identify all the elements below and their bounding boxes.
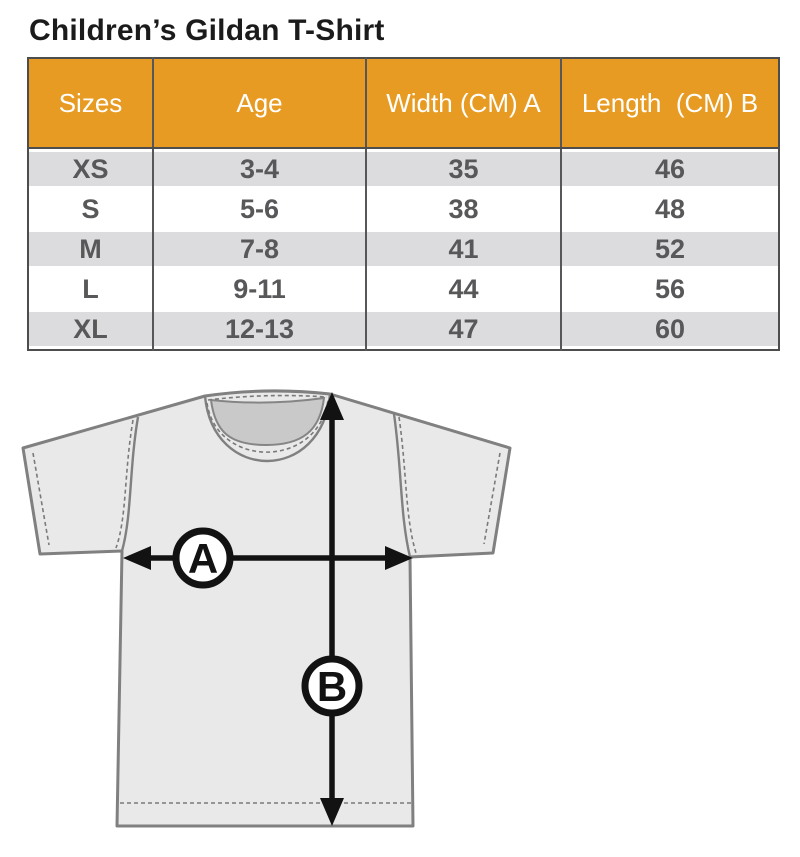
tshirt-measurement-diagram: A B bbox=[21, 389, 512, 828]
width-label-circle bbox=[172, 527, 234, 589]
length-arrow-head-bottom bbox=[320, 798, 344, 826]
cell-length: 46 bbox=[560, 148, 779, 189]
table-header-row: Sizes Age Width (CM) A Length (CM) B bbox=[28, 58, 779, 149]
cell-length: 52 bbox=[560, 229, 779, 269]
collar-opening bbox=[209, 396, 326, 447]
table-row-m: M 7-8 41 52 bbox=[28, 229, 779, 269]
column-header-sizes: Sizes bbox=[28, 58, 153, 149]
page-title: Children’s Gildan T-Shirt bbox=[29, 14, 385, 47]
collar-stitch-front bbox=[206, 399, 329, 453]
length-label-circle bbox=[301, 655, 363, 717]
table-row-s: S 5-6 38 48 bbox=[28, 189, 779, 229]
cell-length: 48 bbox=[560, 189, 779, 229]
cell-age: 3-4 bbox=[152, 148, 366, 189]
cuff-stitch-right bbox=[483, 452, 501, 545]
cell-width: 35 bbox=[365, 148, 561, 189]
cell-length: 56 bbox=[560, 269, 779, 309]
width-arrow-head-left bbox=[123, 546, 151, 570]
armhole-seam-left bbox=[120, 416, 140, 552]
cell-size: S bbox=[28, 189, 153, 229]
collar-band-edge bbox=[203, 393, 332, 463]
width-arrow-head-right bbox=[385, 546, 413, 570]
cell-size: M bbox=[28, 229, 153, 269]
column-header-length: Length (CM) B bbox=[560, 58, 779, 149]
armhole-stitch-left bbox=[115, 419, 134, 549]
size-chart-table: Sizes Age Width (CM) A Length (CM) B XS … bbox=[27, 57, 780, 351]
cell-age: 5-6 bbox=[152, 189, 366, 229]
armhole-seam-right bbox=[392, 413, 412, 558]
tshirt-body bbox=[21, 389, 512, 828]
length-arrow-head-top bbox=[320, 392, 344, 420]
length-label: B bbox=[317, 663, 347, 710]
width-label: A bbox=[188, 535, 218, 582]
cuff-stitch-left bbox=[32, 452, 50, 546]
cell-width: 47 bbox=[365, 309, 561, 350]
cell-size: L bbox=[28, 269, 153, 309]
table-row-xl: XL 12-13 47 60 bbox=[28, 309, 779, 350]
cell-width: 41 bbox=[365, 229, 561, 269]
table-row-l: L 9-11 44 56 bbox=[28, 269, 779, 309]
cell-width: 38 bbox=[365, 189, 561, 229]
cell-age: 7-8 bbox=[152, 229, 366, 269]
cell-size: XS bbox=[28, 148, 153, 189]
table-row-xs: XS 3-4 35 46 bbox=[28, 148, 779, 189]
cell-age: 12-13 bbox=[152, 309, 366, 350]
cell-length: 60 bbox=[560, 309, 779, 350]
cell-width: 44 bbox=[365, 269, 561, 309]
collar-stitch-back bbox=[207, 394, 328, 401]
column-header-width: Width (CM) A bbox=[365, 58, 561, 149]
column-header-age: Age bbox=[152, 58, 366, 149]
cell-age: 9-11 bbox=[152, 269, 366, 309]
cell-size: XL bbox=[28, 309, 153, 350]
